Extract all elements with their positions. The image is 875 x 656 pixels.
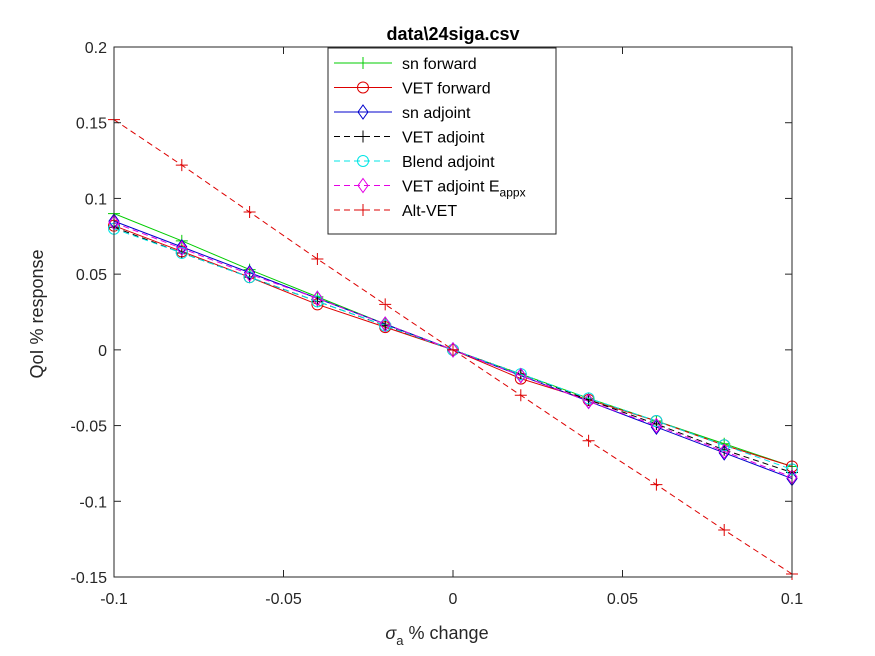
legend-entry: sn forward <box>334 56 477 73</box>
legend-marker <box>357 81 369 94</box>
data-point <box>311 295 324 308</box>
y-tick-label: 0.2 <box>85 40 107 57</box>
legend-marker <box>357 104 369 120</box>
chart-title: data\24siga.csv <box>386 24 519 44</box>
series-7 <box>108 113 798 580</box>
y-tick-label: 0 <box>98 343 107 360</box>
data-point <box>175 159 188 172</box>
legend-entry: VET adjoint <box>334 130 485 147</box>
legend-marker <box>357 57 369 69</box>
data-point <box>718 524 731 537</box>
data-point <box>379 316 391 332</box>
data-point <box>243 206 256 219</box>
x-tick-label: 0.1 <box>781 591 803 608</box>
data-point <box>311 253 324 265</box>
data-point <box>311 290 324 307</box>
y-tick-label: 0.05 <box>76 267 107 284</box>
axes-layer: -0.1 -0.05 0 0.05 0.1 -0.15 -0.1 -0.05 0 0.05 0.1 0… <box>71 40 804 608</box>
x-tick-label: -0.05 <box>265 591 302 608</box>
data-point <box>243 271 256 284</box>
data-point <box>650 415 663 428</box>
data-point <box>650 417 663 434</box>
legend: sn forward VET forward sn adjoint VET adjoi… <box>327 47 557 235</box>
data-point <box>650 478 663 491</box>
data-point <box>582 434 595 447</box>
y-tick-label: -0.05 <box>71 419 108 436</box>
x-axis-label-symbol: σ <box>385 623 397 643</box>
data-point <box>718 439 731 452</box>
legend-label-main: Alt-VET <box>402 203 457 220</box>
data-point <box>379 298 392 311</box>
x-tick-label: 0 <box>449 591 458 608</box>
y-tick-label: -0.15 <box>71 570 108 587</box>
x-axis-label-text: % change <box>404 623 489 643</box>
data-point <box>176 240 188 257</box>
data-point <box>718 443 730 460</box>
legend-box <box>327 47 557 235</box>
legend-entry: VET adjoint Eappx <box>334 177 526 200</box>
x-axis-label: σa % change <box>385 623 488 648</box>
data-point <box>243 266 256 283</box>
legend-label-main: VET forward <box>402 81 491 98</box>
y-tick-label: -0.1 <box>79 494 107 511</box>
legend-entry: sn adjoint <box>334 104 471 122</box>
x-tick-label: 0.05 <box>607 591 638 608</box>
data-point <box>447 343 459 356</box>
data-point <box>582 393 595 410</box>
legend-label-main: VET adjoint E <box>402 179 500 196</box>
legend-marker <box>357 130 369 143</box>
y-tick-label: 0.15 <box>76 116 107 133</box>
legend-label: VET adjoint <box>402 130 485 147</box>
x-axis-label-subscript: a <box>396 633 404 648</box>
series-layer <box>108 113 798 580</box>
legend-marker <box>357 155 369 167</box>
series-line <box>113 119 793 575</box>
legend-entry: VET forward <box>334 81 491 98</box>
x-tick-label: -0.1 <box>100 591 128 608</box>
y-axis-label: QoI % response <box>27 249 47 378</box>
legend-label-main: VET adjoint <box>402 130 485 147</box>
data-point <box>515 367 527 384</box>
legend-marker <box>357 204 369 216</box>
legend-label-main: sn adjoint <box>402 105 471 122</box>
data-point <box>582 392 595 405</box>
data-point <box>175 246 188 259</box>
data-point <box>514 389 527 402</box>
legend-label: sn adjoint <box>402 105 471 122</box>
legend-entry: Alt-VET <box>334 203 457 220</box>
legend-label-main: sn forward <box>402 56 477 73</box>
y-tick-label: 0.1 <box>85 191 107 208</box>
legend-label: VET forward <box>402 81 491 98</box>
legend-label-main: Blend adjoint <box>402 154 495 171</box>
legend-label: sn forward <box>402 56 477 73</box>
legend-marker <box>357 177 369 194</box>
legend-label: Alt-VET <box>402 203 457 220</box>
legend-label: VET adjoint Eappx <box>402 179 526 200</box>
legend-entry: Blend adjoint <box>334 154 495 171</box>
legend-label: Blend adjoint <box>402 154 495 171</box>
legend-label-subscript: appx <box>500 186 526 200</box>
